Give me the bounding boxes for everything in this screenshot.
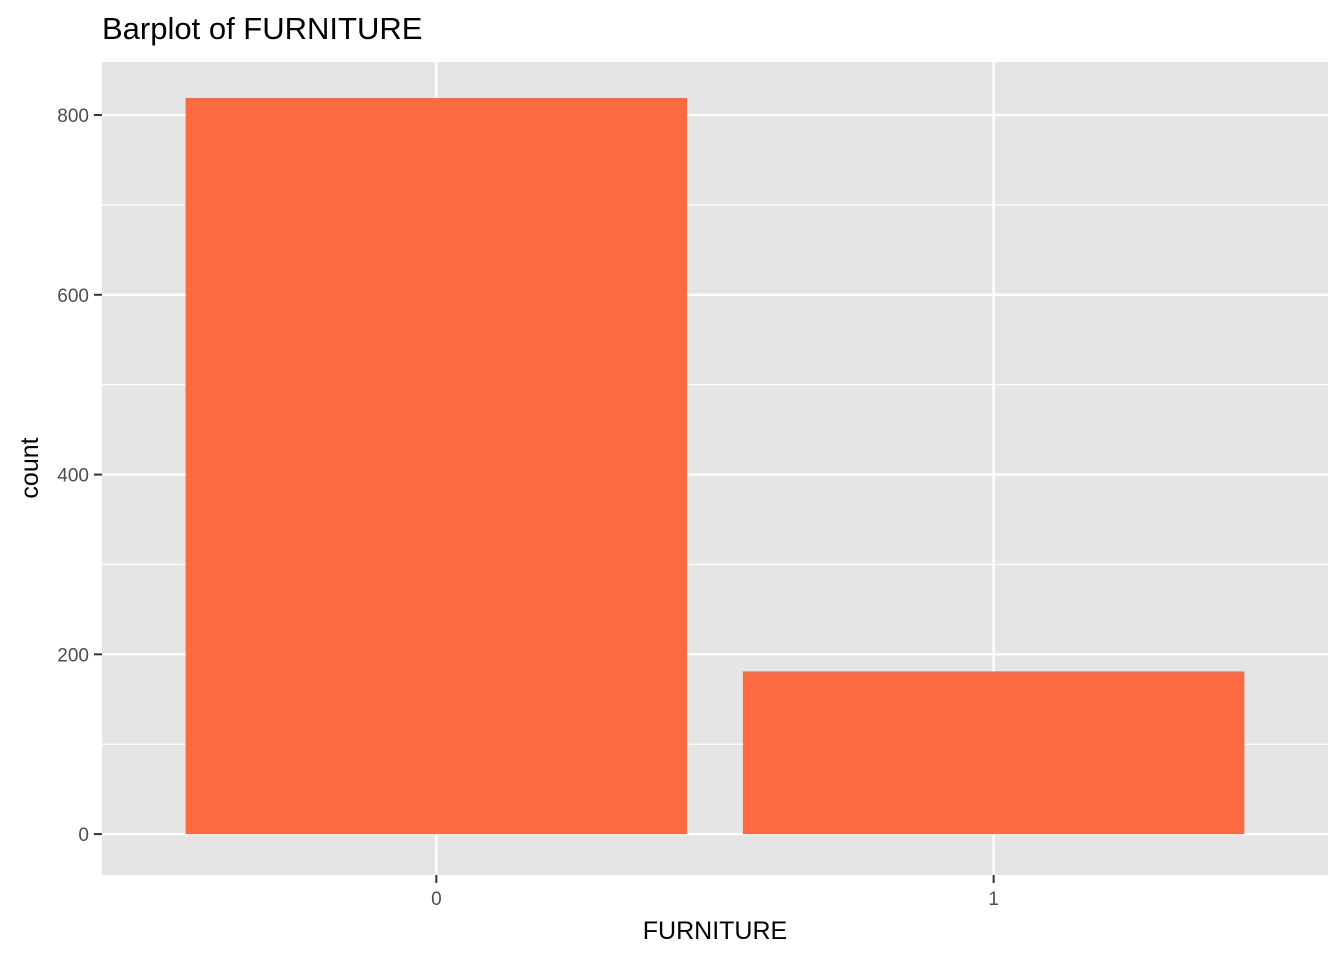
y-tick-label: 200 <box>57 645 89 666</box>
x-axis-title: FURNITURE <box>643 917 787 945</box>
y-tick-label: 800 <box>57 106 89 127</box>
y-axis: 0 200 400 600 800 <box>57 106 102 846</box>
bar-1 <box>742 671 1245 835</box>
bars <box>185 97 1245 835</box>
y-tick-label: 400 <box>57 466 89 487</box>
y-tick-label: 0 <box>78 825 89 846</box>
bar-0 <box>185 97 688 835</box>
y-tick-label: 600 <box>57 286 89 307</box>
y-axis-title: count <box>16 437 44 498</box>
x-tick-label: 0 <box>431 889 442 910</box>
chart-title: Barplot of FURNITURE <box>102 11 422 46</box>
x-tick-label: 1 <box>988 889 999 910</box>
